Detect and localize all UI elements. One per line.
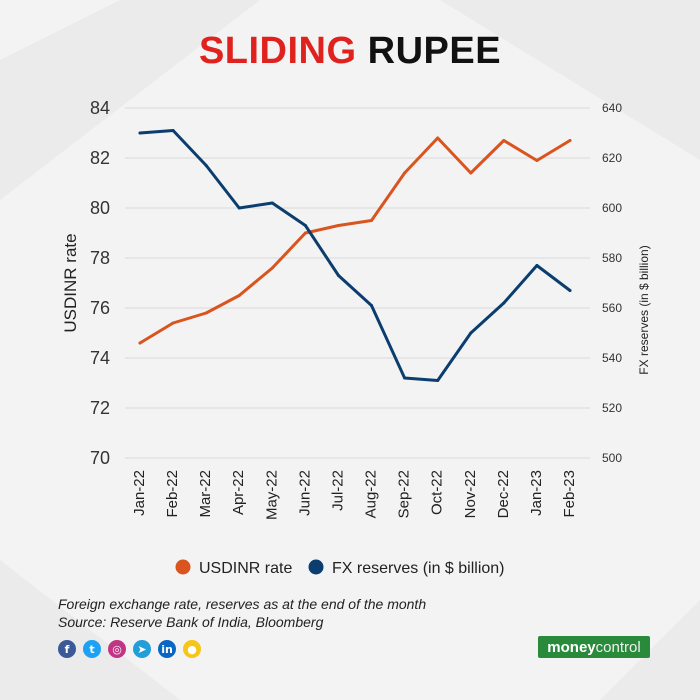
- y-tick-label: 76: [90, 298, 110, 318]
- data-point: [138, 131, 142, 135]
- x-tick-label: Jun-22: [296, 470, 313, 516]
- data-point: [171, 321, 175, 325]
- y2-tick-label: 620: [602, 151, 622, 165]
- logo-text-money: money: [547, 638, 596, 656]
- y2-tick-label: 500: [602, 451, 622, 465]
- logo-text-control: control: [595, 638, 641, 656]
- y2-tick-label: 520: [602, 401, 622, 415]
- y-tick-label: 84: [90, 98, 110, 118]
- data-point: [171, 129, 175, 132]
- y2-tick-label: 560: [602, 301, 622, 315]
- koo-icon[interactable]: ●: [183, 640, 201, 658]
- x-tick-label: Jan-22: [131, 470, 148, 516]
- facebook-icon[interactable]: f: [58, 640, 76, 658]
- data-point: [403, 171, 407, 175]
- y-tick-label: 82: [90, 148, 110, 168]
- y2-tick-label: 640: [602, 101, 622, 115]
- data-point: [336, 274, 340, 277]
- y2-tick-label: 600: [602, 201, 622, 215]
- x-tick-label: Feb-23: [561, 470, 578, 518]
- data-point: [270, 201, 274, 205]
- data-point: [370, 304, 374, 307]
- data-point: [502, 139, 506, 142]
- page-title: SLIDING RUPEE: [0, 30, 700, 73]
- y-tick-label: 78: [90, 248, 110, 268]
- x-tick-label: Nov-22: [462, 470, 479, 518]
- data-point: [270, 266, 274, 270]
- data-point: [237, 206, 241, 210]
- data-point: [568, 139, 572, 142]
- linkedin-icon[interactable]: in: [158, 640, 176, 658]
- legend-label: USDINR rate: [199, 560, 292, 577]
- x-tick-label: Sep-22: [396, 470, 413, 518]
- data-point: [403, 376, 407, 380]
- telegram-icon[interactable]: ➤: [133, 640, 151, 658]
- footnote: Foreign exchange rate, reserves as at th…: [58, 596, 427, 612]
- legend-label: FX reserves (in $ billion): [332, 560, 505, 577]
- x-tick-label: Jul-22: [329, 470, 346, 511]
- series-line-2: [138, 129, 572, 382]
- title-rest: RUPEE: [367, 30, 502, 72]
- twitter-icon[interactable]: t: [83, 640, 101, 658]
- line-chart: 70 72 74 76 78 80 82 84 500 520 540 560 580 600 620 640…: [61, 98, 651, 577]
- x-tick-label: Apr-22: [230, 470, 247, 515]
- data-point: [303, 231, 307, 235]
- y2-tick-label: 580: [602, 251, 622, 265]
- series-line-1: [138, 136, 572, 345]
- data-point: [370, 219, 374, 222]
- y-tick-label: 74: [90, 348, 110, 368]
- data-point: [204, 164, 208, 167]
- y-axis-title: USDINR rate: [61, 233, 80, 332]
- x-tick-label: Aug-22: [363, 470, 380, 518]
- y-tick-label: 72: [90, 398, 110, 418]
- x-tick-label: Oct-22: [429, 470, 446, 515]
- moneycontrol-logo[interactable]: money control: [538, 636, 650, 658]
- x-tick-label: Dec-22: [495, 470, 512, 518]
- social-icons: f t ◎ ➤ in ●: [58, 640, 201, 658]
- data-point: [138, 341, 142, 345]
- instagram-icon[interactable]: ◎: [108, 640, 126, 658]
- data-point: [303, 224, 307, 227]
- data-point: [469, 331, 473, 335]
- data-point: [336, 224, 340, 227]
- y2-tick-label: 540: [602, 351, 622, 365]
- x-tick-label: Jan-23: [528, 470, 545, 516]
- source-note: Source: Reserve Bank of India, Bloomberg: [58, 614, 324, 630]
- y-tick-label: 70: [90, 448, 110, 468]
- x-tick-label: Mar-22: [197, 470, 214, 518]
- legend-marker: [175, 559, 191, 575]
- data-point: [535, 159, 539, 162]
- data-point: [469, 171, 473, 175]
- data-point: [204, 311, 208, 315]
- data-point: [436, 379, 440, 382]
- y-tick-label: 80: [90, 198, 110, 218]
- y2-axis-title: FX reserves (in $ billion): [637, 245, 651, 374]
- data-point: [436, 136, 440, 140]
- x-tick-label: Feb-22: [164, 470, 181, 518]
- data-point: [237, 294, 241, 297]
- legend-marker: [308, 559, 324, 575]
- data-point: [502, 301, 506, 305]
- title-highlight: SLIDING: [198, 30, 357, 72]
- data-point: [535, 264, 539, 267]
- data-point: [568, 289, 572, 292]
- x-tick-label: May-22: [263, 470, 280, 520]
